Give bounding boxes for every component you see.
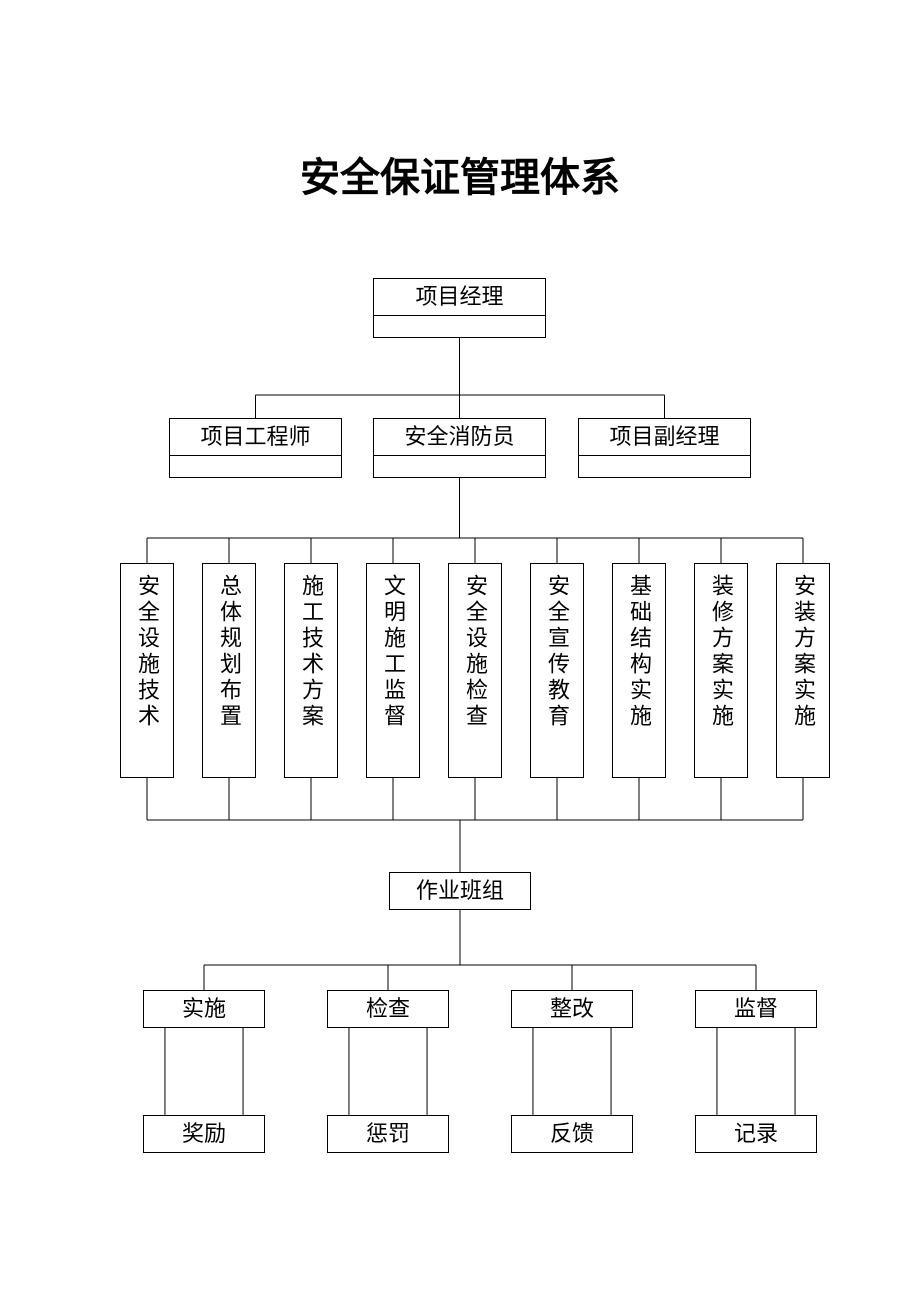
org-chart-canvas: 安全保证管理体系 项目经理项目工程师安全消防员项目副经理安全设施技术 总体规划布置… xyxy=(0,0,920,1302)
node-level5-2-label: 整改 xyxy=(548,994,596,1024)
node-level2-1: 安全消防员 xyxy=(373,418,546,478)
node-level3-1-label: 总体规划布置 xyxy=(218,574,240,730)
node-level3-5-label: 安全宣传教育 xyxy=(546,574,568,730)
node-level2-1-label: 安全消防员 xyxy=(374,419,545,455)
node-level6-1-label: 惩罚 xyxy=(364,1119,412,1149)
node-level3-0: 安全设施技术 xyxy=(120,563,174,778)
node-work-team-label: 作业班组 xyxy=(414,876,506,906)
node-project-manager: 项目经理 xyxy=(373,278,546,338)
node-level6-3-label: 记录 xyxy=(732,1119,780,1149)
node-level3-1: 总体规划布置 xyxy=(202,563,256,778)
node-level5-3: 监督 xyxy=(695,990,817,1028)
node-level2-2-label: 项目副经理 xyxy=(579,419,750,455)
node-level2-2: 项目副经理 xyxy=(578,418,751,478)
node-level2-0-label: 项目工程师 xyxy=(170,419,341,455)
node-work-team: 作业班组 xyxy=(389,872,531,910)
node-level2-0: 项目工程师 xyxy=(169,418,342,478)
node-level3-7-label: 装修方案实施 xyxy=(710,574,732,730)
node-level3-8: 安装方案实施 xyxy=(776,563,830,778)
node-level3-8-label: 安装方案实施 xyxy=(792,574,814,730)
node-level3-3: 文明施工监督 xyxy=(366,563,420,778)
node-level3-7: 装修方案实施 xyxy=(694,563,748,778)
node-project-manager-label: 项目经理 xyxy=(374,279,545,315)
node-level6-0-label: 奖励 xyxy=(180,1119,228,1149)
node-level5-0-label: 实施 xyxy=(180,994,228,1024)
node-level6-1: 惩罚 xyxy=(327,1115,449,1153)
node-level2-2-divider xyxy=(579,455,750,456)
node-level2-1-divider xyxy=(374,455,545,456)
node-level3-5: 安全宣传教育 xyxy=(530,563,584,778)
chart-title: 安全保证管理体系 xyxy=(0,145,920,203)
node-level3-2-label: 施工技术方案 xyxy=(300,574,322,730)
node-level3-4-label: 安全设施检查 xyxy=(464,574,486,730)
node-level5-0: 实施 xyxy=(143,990,265,1028)
node-level3-2: 施工技术方案 xyxy=(284,563,338,778)
node-level3-4: 安全设施检查 xyxy=(448,563,502,778)
node-level6-2: 反馈 xyxy=(511,1115,633,1153)
node-level6-2-label: 反馈 xyxy=(548,1119,596,1149)
node-level5-2: 整改 xyxy=(511,990,633,1028)
node-project-manager-divider xyxy=(374,315,545,316)
node-level6-0: 奖励 xyxy=(143,1115,265,1153)
node-level3-6: 基础结构实施 xyxy=(612,563,666,778)
node-level5-3-label: 监督 xyxy=(732,994,780,1024)
node-level2-0-divider xyxy=(170,455,341,456)
node-level5-1: 检查 xyxy=(327,990,449,1028)
node-level5-1-label: 检查 xyxy=(364,994,412,1024)
chart-title-text: 安全保证管理体系 xyxy=(300,156,620,200)
node-level3-6-label: 基础结构实施 xyxy=(628,574,650,730)
node-level6-3: 记录 xyxy=(695,1115,817,1153)
node-level3-0-label: 安全设施技术 xyxy=(136,574,158,730)
node-level3-3-label: 文明施工监督 xyxy=(382,574,404,730)
